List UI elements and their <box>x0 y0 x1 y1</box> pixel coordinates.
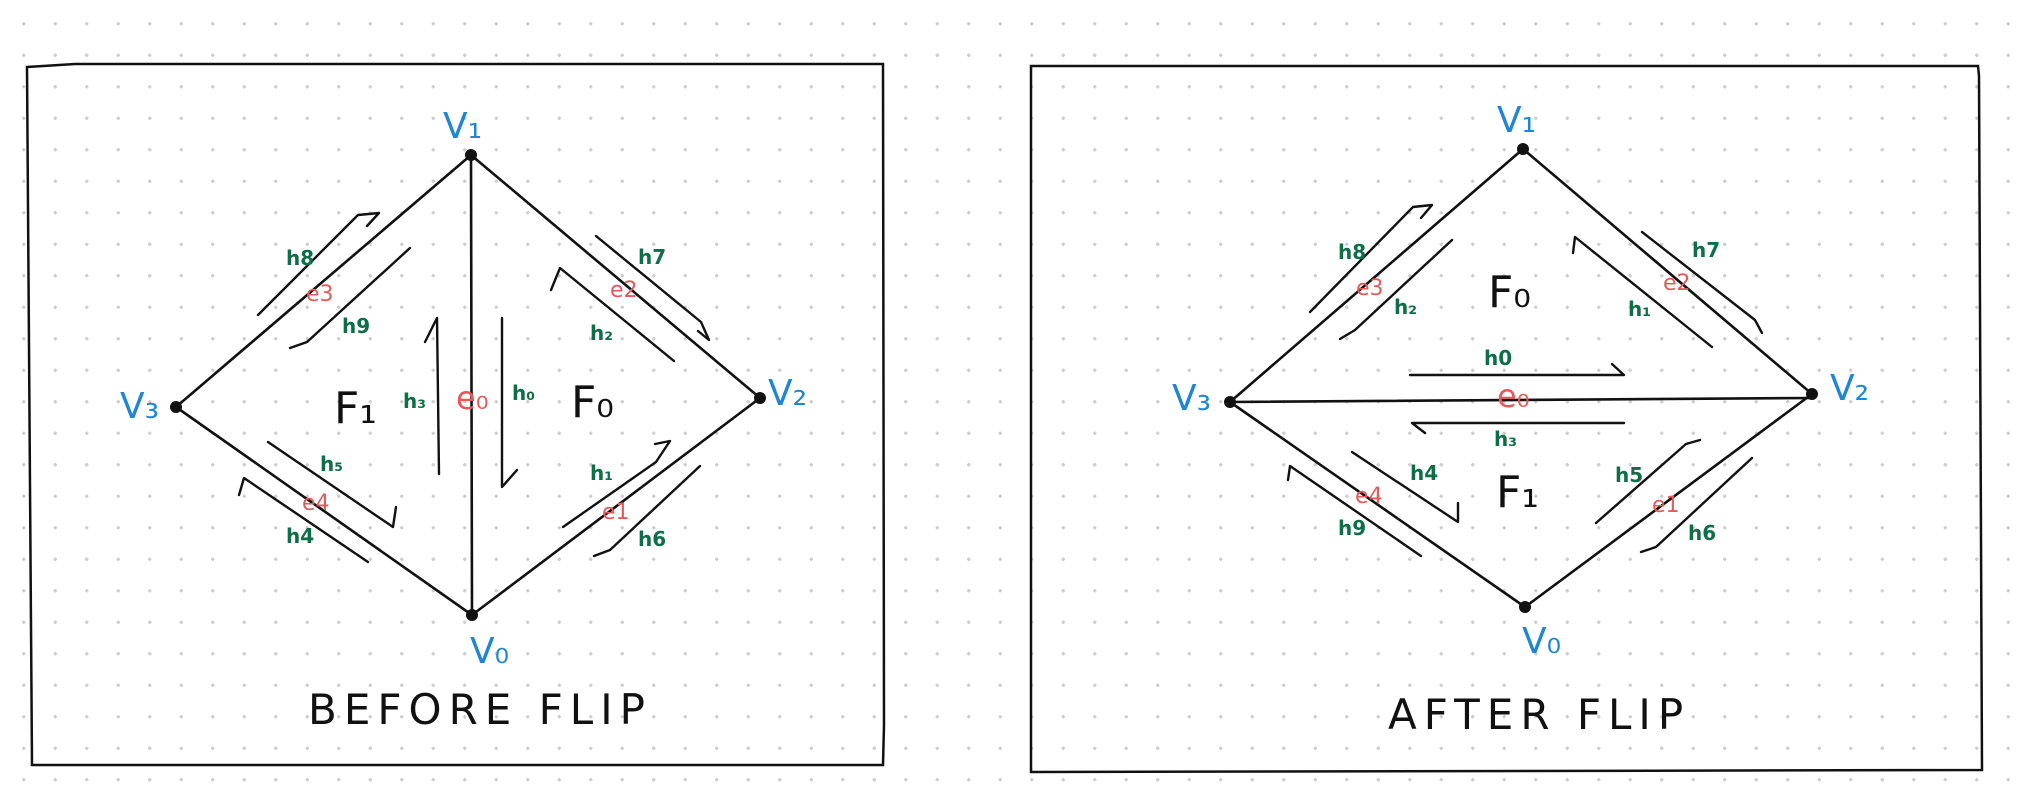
halfedge-h4-label: h4 <box>286 524 314 548</box>
halfedge-h0-label: h₀ <box>512 381 535 405</box>
halfedge-h9-label: h9 <box>342 314 370 338</box>
halfedge-h1-label: h₁ <box>590 461 613 485</box>
vertex-v1-label: V₁ <box>1497 100 1536 141</box>
face-f0-label: F₀ <box>1488 267 1531 318</box>
halfedge-h2-arrow <box>549 266 676 363</box>
halfedge-h5-label: h5 <box>1615 463 1643 487</box>
edge-e4-line <box>174 405 474 617</box>
edge-e3-line <box>1228 147 1525 404</box>
halfedge-h1-label: h₁ <box>1628 297 1651 321</box>
halfedge-h8-label: h8 <box>286 246 314 270</box>
halfedge-h1-arrow <box>561 439 672 529</box>
halfedge-h2-arrow <box>1338 238 1454 341</box>
halfedge-h6-label: h6 <box>638 527 666 551</box>
vertex-v1-label: V₁ <box>443 106 482 147</box>
edge-e1-line <box>1523 392 1814 609</box>
panel-frame <box>25 62 886 767</box>
edge-e3-line <box>174 153 473 409</box>
halfedge-h8-arrow <box>256 211 381 317</box>
halfedge-h4-label: h4 <box>1410 461 1438 485</box>
edge-e0-line <box>1228 396 1814 404</box>
halfedge-h2-label: h₂ <box>590 321 613 345</box>
panel-before-flip: V₁ V₀ V₂ V₃ e3 e2 e4 e1 e₀ h8 h9 h7 h₂ h… <box>25 62 886 767</box>
vertex-v2-label: V₂ <box>768 373 807 414</box>
vertex-v0-label: V₀ <box>470 631 509 672</box>
halfedge-h3-label: h₃ <box>1494 427 1517 451</box>
caption-after-flip: AFTER FLIP <box>1388 690 1690 739</box>
halfedge-h8-arrow <box>1308 203 1434 314</box>
halfedge-h7-label: h7 <box>1692 238 1720 262</box>
vertex-v1-dot <box>1517 143 1529 155</box>
edge-e1-line <box>470 396 762 617</box>
edge-e3-label: e3 <box>1356 276 1384 301</box>
caption-before-flip: BEFORE FLIP <box>308 685 652 734</box>
halfedge-h3-label: h₃ <box>403 389 426 413</box>
halfedge-h7-arrow <box>1640 230 1764 335</box>
vertex-v3-label: V₃ <box>120 386 159 427</box>
edge-e0-label: e₀ <box>456 379 489 417</box>
halfedge-h7-arrow <box>594 234 711 342</box>
vertex-v3-label: V₃ <box>1172 378 1211 419</box>
halfedge-h5-arrow <box>266 440 398 529</box>
vertex-v2-label: V₂ <box>1830 368 1869 409</box>
halfedge-h0-arrow <box>500 316 519 489</box>
edge-e2-line <box>1521 147 1814 396</box>
halfedge-h0-arrow <box>1408 362 1626 377</box>
panel-frame <box>1029 64 1984 774</box>
halfedge-h6-arrow <box>1639 456 1754 554</box>
halfedge-h7-label: h7 <box>638 245 666 269</box>
halfedge-h5-label: h₅ <box>320 452 343 476</box>
halfedge-h3-arrow <box>423 316 441 476</box>
face-f1-label: F₁ <box>1496 467 1539 518</box>
halfedge-h3-arrow <box>1410 421 1626 435</box>
face-f1-label: F₁ <box>334 383 377 434</box>
edge-e1-label: e1 <box>1652 493 1680 518</box>
halfedge-h6-arrow <box>592 464 702 558</box>
edge-e4-label: e4 <box>1355 484 1383 509</box>
vertex-v0-label: V₀ <box>1522 621 1561 662</box>
halfedge-h9-arrow <box>288 246 412 350</box>
vertex-v0-dot <box>1519 601 1531 613</box>
vertex-v3-dot <box>170 401 182 413</box>
edge-e2-label: e2 <box>1663 271 1691 296</box>
halfedge-h1-arrow <box>1571 235 1714 349</box>
halfedge-h4-arrow <box>1350 450 1460 524</box>
vertex-v1-dot <box>465 149 477 161</box>
vertex-v2-dot <box>1806 388 1818 400</box>
halfedge-h8-label: h8 <box>1338 240 1366 264</box>
edge-e2-label: e2 <box>610 278 638 303</box>
halfedge-h2-label: h₂ <box>1394 295 1417 319</box>
halfedge-h6-label: h6 <box>1688 521 1716 545</box>
vertex-v3-dot <box>1224 396 1236 408</box>
edge-e0-line <box>469 153 474 617</box>
panel-after-flip: V₁ V₀ V₂ V₃ e3 e2 e₀ e4 e1 h8 h₂ h7 h₁ h… <box>1029 64 1984 774</box>
edge-e1-label: e1 <box>602 500 630 525</box>
halfedge-h0-label: h0 <box>1484 346 1512 370</box>
halfedge-h4-arrow <box>237 476 370 564</box>
edge-e4-line <box>1228 400 1527 609</box>
halfedge-h9-label: h9 <box>1338 516 1366 540</box>
edge-e2-line <box>469 153 762 400</box>
face-f0-label: F₀ <box>571 377 614 428</box>
edge-e0-label: e₀ <box>1497 377 1530 415</box>
vertex-v0-dot <box>466 609 478 621</box>
edge-e4-label: e4 <box>302 491 330 516</box>
halfedge-h9-arrow <box>1286 464 1423 558</box>
edge-e3-label: e3 <box>306 282 334 307</box>
halfedge-h5-arrow <box>1594 438 1702 525</box>
vertex-v2-dot <box>754 392 766 404</box>
